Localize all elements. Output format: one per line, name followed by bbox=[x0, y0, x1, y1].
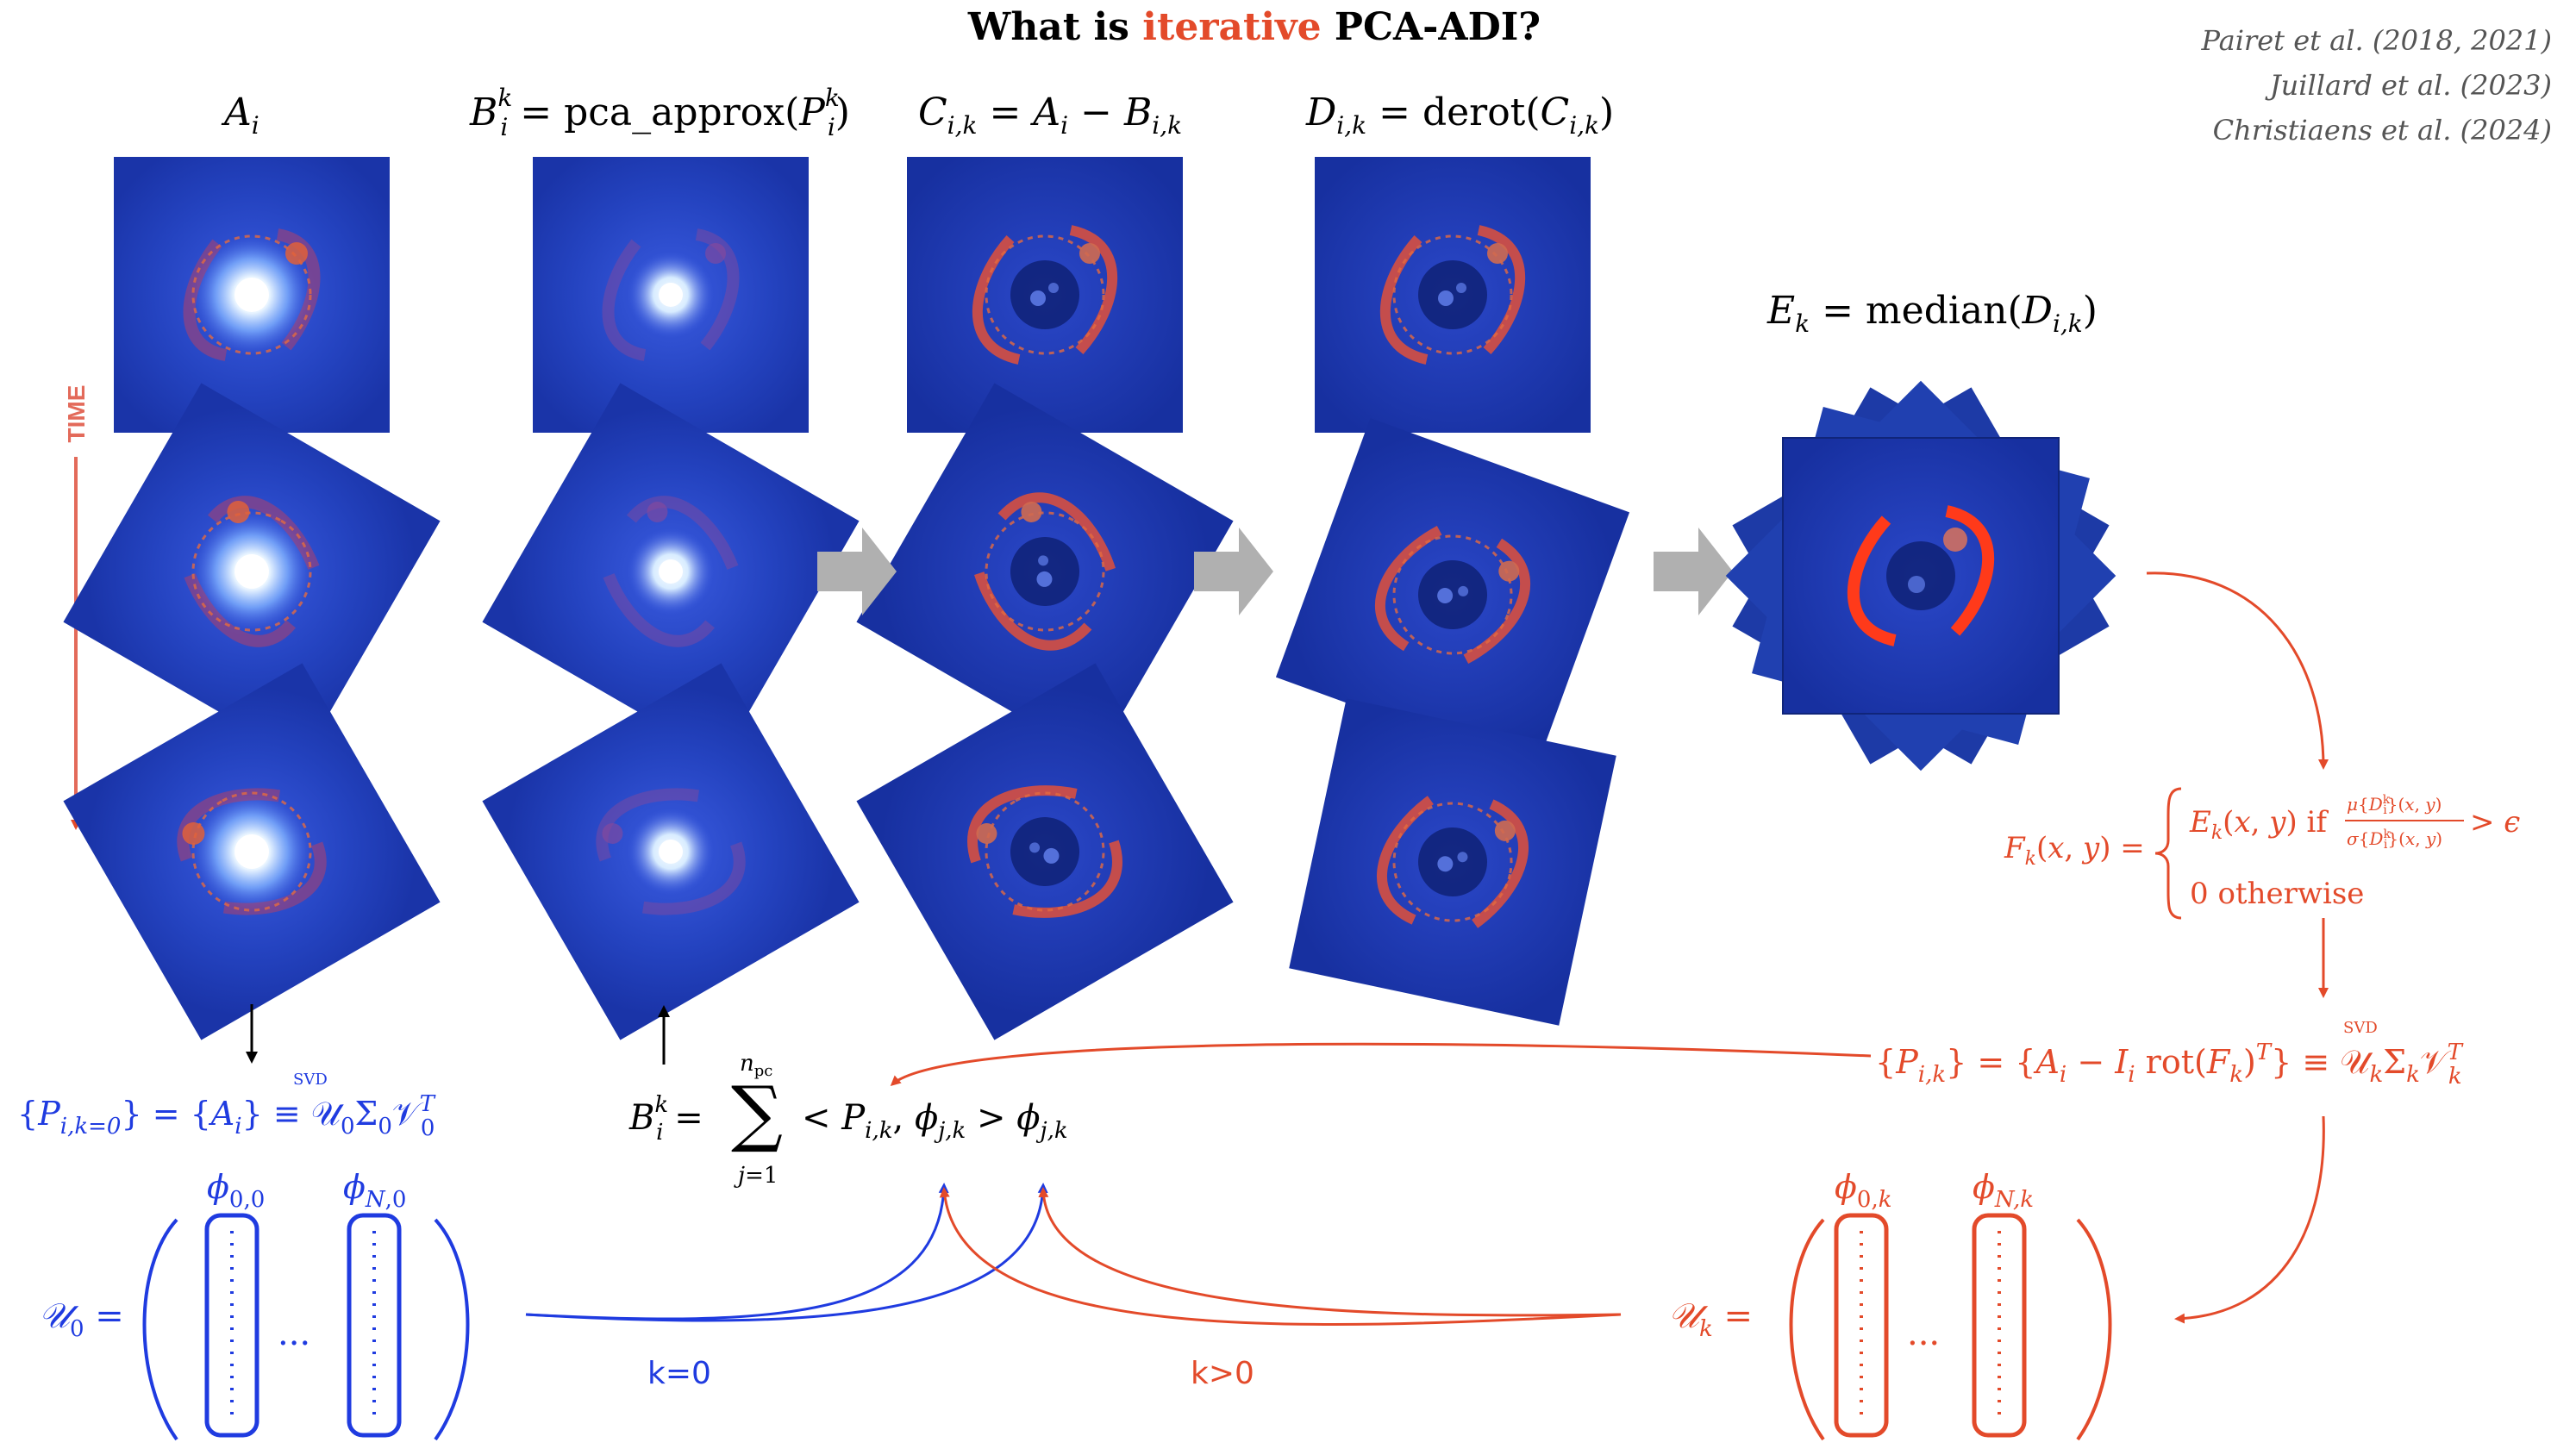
svg-text:...: ... bbox=[278, 1314, 310, 1353]
p-ik-formula: {Pi,k} = {Ai − Ii rot(Fk)T} ≡ 𝒰kΣk𝒱T k SV… bbox=[1875, 1019, 2464, 1090]
svg-text:ϕ0,0: ϕ0,0 bbox=[207, 1168, 265, 1213]
uk-to-phi-arrow bbox=[1038, 1187, 1622, 1317]
reference-2: Juillard et al. (2023) bbox=[2265, 69, 2552, 102]
svg-text:0 otherwise: 0 otherwise bbox=[2190, 877, 2364, 911]
header-b: Bk i = pca_approx(Pk i) bbox=[469, 84, 850, 141]
column-a-frames bbox=[63, 157, 440, 1040]
svg-text:∑: ∑ bbox=[731, 1071, 783, 1155]
svg-text:...: ... bbox=[1907, 1314, 1940, 1353]
kpos-label: k>0 bbox=[1191, 1356, 1254, 1391]
k0-label: k=0 bbox=[647, 1356, 711, 1391]
svg-text:j=1: j=1 bbox=[734, 1163, 778, 1189]
svg-text:𝒰0 =: 𝒰0 = bbox=[39, 1296, 124, 1342]
median-to-f-arrow bbox=[2146, 571, 2329, 770]
svg-text:npc: npc bbox=[740, 1051, 772, 1080]
header-d: Di,k = derot(Ci,k) bbox=[1305, 91, 1614, 140]
sum-formula: Bk i = ∑ npc j=1 < Pi,k, ϕj,k > ϕj,k bbox=[628, 1051, 1068, 1189]
svg-text:ϕ0,k: ϕ0,k bbox=[1835, 1168, 1891, 1213]
reference-3: Christiaens et al. (2024) bbox=[2213, 114, 2552, 147]
flow-arrows bbox=[817, 528, 1733, 615]
column-d-frames bbox=[1276, 157, 1629, 1026]
u0-matrix: 𝒰0 = ... ϕ0,0 ϕN,0 bbox=[39, 1168, 470, 1441]
svg-text:Bki =: Bk i = bbox=[628, 1092, 703, 1146]
svg-text:μ{Dki}(x, y): μ{Dk i}(x, y) bbox=[2347, 793, 2442, 817]
svg-text:Ek(x, y) if: Ek(x, y) if bbox=[2189, 805, 2329, 844]
uk-to-p-arrow bbox=[939, 1187, 1622, 1327]
svg-text:> ϵ: > ϵ bbox=[2470, 805, 2520, 840]
page-title: What is iterative PCA-ADI? bbox=[967, 5, 1541, 49]
right-arrow-icon bbox=[1194, 528, 1273, 615]
svg-text:ϕN,k: ϕN,k bbox=[1973, 1168, 2034, 1213]
svg-text:< Pi,k, ϕj,k > ϕj,k: < Pi,k, ϕj,k > ϕj,k bbox=[802, 1098, 1068, 1144]
svg-text:SVD: SVD bbox=[2343, 1019, 2378, 1037]
p-to-u-arrow bbox=[2174, 1115, 2325, 1324]
right-arrow-icon bbox=[817, 528, 897, 615]
svg-text:σ{Dki}(x, y): σ{Dk i}(x, y) bbox=[2347, 827, 2442, 852]
p-k0-formula: {Pi,k=0} = {Ai} ≡ 𝒰0Σ0𝒱T 0 SVD bbox=[17, 1071, 436, 1141]
svg-text:Fk(x, y) =: Fk(x, y) = bbox=[2004, 831, 2145, 870]
column-c-frames bbox=[856, 157, 1233, 1040]
u0-to-p-arrow bbox=[525, 1183, 949, 1321]
svg-text:SVD: SVD bbox=[293, 1071, 328, 1089]
svg-text:ϕN,0: ϕN,0 bbox=[343, 1168, 406, 1213]
reference-1: Pairet et al. (2018, 2021) bbox=[2201, 24, 2552, 57]
references: Pairet et al. (2018, 2021) Juillard et a… bbox=[2201, 24, 2552, 147]
header-c: Ci,k = Ai − Bi,k bbox=[918, 91, 1182, 140]
column-b-frames bbox=[482, 157, 859, 1040]
header-e: Ek = median(Di,k) bbox=[1766, 289, 2098, 338]
p-to-sum-arrow bbox=[890, 1042, 1872, 1086]
right-arrow-icon bbox=[1654, 528, 1733, 615]
header-a: Ai bbox=[221, 91, 259, 140]
f-formula: Fk(x, y) = Ek(x, y) if μ{Dk i}(x, y) σ{Dk… bbox=[2004, 787, 2520, 920]
time-label: TIME bbox=[63, 385, 90, 443]
u0-to-phi-arrow bbox=[525, 1183, 1048, 1322]
svg-text:𝒰k =: 𝒰k = bbox=[1668, 1296, 1753, 1342]
median-stack bbox=[1725, 380, 2116, 771]
uk-matrix: 𝒰k = ... ϕ0,k ϕN,k bbox=[1668, 1168, 2112, 1441]
svg-text:{Pi,k} = {Ai − Ii rot(Fk)T} ≡: {Pi,k} = {Ai − Ii rot(Fk)T} ≡ 𝒰kΣk𝒱T k bbox=[1875, 1040, 2464, 1090]
